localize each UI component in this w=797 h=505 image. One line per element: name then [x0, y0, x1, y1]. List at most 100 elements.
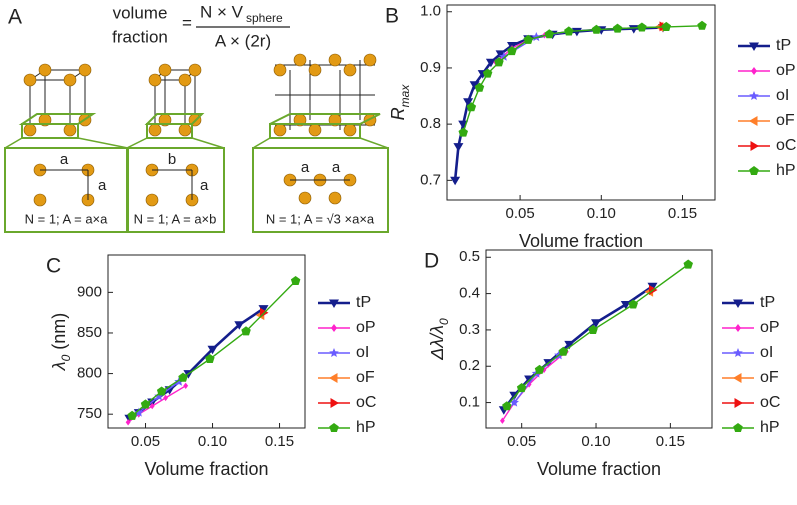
legend-marker: [733, 299, 743, 308]
legend-label: oF: [356, 369, 375, 386]
y-axis-label-part: max: [398, 84, 412, 108]
legend-label: oF: [760, 369, 779, 386]
x-axis-label: Volume fraction: [537, 459, 661, 479]
y-tick-label: 0.2: [459, 357, 480, 374]
data-point: [466, 102, 477, 112]
lattice-param: a: [98, 177, 107, 194]
cell-caption: N = 1; A = a×a: [25, 211, 109, 226]
lattice-param: a: [200, 177, 209, 194]
plot-frame: [107, 254, 306, 429]
legend-label: oP: [776, 62, 796, 79]
legend-marker: [735, 324, 741, 332]
x-axis-label: Volume fraction: [519, 231, 643, 251]
data-point: [564, 26, 574, 36]
data-point: [149, 402, 155, 410]
lattice-param: b: [168, 151, 176, 168]
data-point: [140, 399, 151, 409]
data-point: [241, 326, 251, 336]
legend-label: oC: [776, 137, 796, 154]
x-tick-label: 0.05: [507, 433, 536, 450]
legend-marker: [330, 398, 339, 408]
x-axis-label: Volume fraction: [144, 459, 268, 479]
lattice-param: a: [60, 151, 69, 168]
legend-marker: [749, 166, 759, 175]
x-tick-label: 0.10: [587, 205, 616, 222]
y-tick-label: 900: [77, 283, 102, 300]
series-line: [127, 385, 187, 423]
data-point: [450, 176, 461, 186]
legend-label: oC: [760, 394, 780, 411]
data-point: [637, 22, 647, 32]
plot-frame: [485, 249, 713, 429]
legend-label: oI: [760, 344, 773, 361]
legend-label: tP: [760, 294, 775, 311]
data-point: [683, 259, 693, 269]
formula-equals: =: [182, 13, 192, 32]
y-tick-label: 0.8: [420, 115, 441, 132]
y-tick-label: 0.9: [420, 59, 441, 76]
y-tick-label: 0.1: [459, 394, 480, 411]
formula-denominator: A × (2r): [215, 31, 271, 50]
data-point: [156, 386, 167, 396]
data-point: [544, 29, 555, 39]
series-line: [506, 263, 689, 407]
lattice-cell: b a N = 1; A = a×b: [126, 63, 225, 233]
legend-label: oP: [760, 319, 780, 336]
data-point: [571, 27, 582, 37]
data-point: [534, 364, 545, 374]
data-point: [591, 319, 601, 328]
formula-left: volume: [113, 3, 168, 22]
legend-marker: [329, 299, 339, 308]
legend-marker: [733, 348, 743, 357]
data-point: [178, 372, 188, 382]
legend-marker: [733, 373, 742, 383]
legend-label: hP: [776, 162, 796, 179]
data-point: [507, 46, 517, 56]
data-point: [509, 397, 519, 407]
y-tick-label: 0.7: [420, 171, 441, 188]
data-point: [495, 50, 506, 59]
data-point: [474, 82, 485, 92]
legend-label: oI: [356, 344, 369, 361]
y-tick-label: 1.0: [420, 3, 441, 20]
data-point: [558, 346, 569, 356]
x-tick-label: 0.15: [656, 433, 685, 450]
panel-a: A volume fraction = N × V sphere A × (2r…: [4, 2, 389, 233]
y-axis-label-part: Δλ/λ: [427, 325, 447, 361]
y-axis-label: Rmax: [388, 84, 412, 121]
data-point: [290, 276, 301, 285]
x-tick-label: 0.15: [668, 205, 697, 222]
y-tick-label: 750: [77, 405, 102, 422]
data-point: [516, 383, 527, 393]
legend-marker: [329, 348, 339, 357]
x-tick-label: 0.05: [131, 433, 160, 450]
data-point: [494, 57, 504, 67]
x-tick-label: 0.05: [505, 205, 534, 222]
formula-subscript: sphere: [246, 11, 283, 25]
data-point: [628, 299, 638, 309]
data-point: [163, 394, 168, 402]
legend-label: hP: [760, 419, 780, 436]
series-line: [453, 26, 664, 181]
data-point: [174, 376, 184, 386]
data-point: [469, 81, 480, 90]
data-point: [620, 301, 631, 310]
legend-marker: [329, 423, 339, 432]
formula-numerator: N × V: [200, 2, 244, 21]
data-point: [482, 68, 493, 78]
x-tick-label: 0.15: [265, 433, 294, 450]
data-point: [205, 354, 215, 363]
data-point: [564, 340, 575, 350]
data-point: [697, 20, 707, 30]
data-point: [523, 34, 533, 44]
y-axis-label-part: 0: [437, 318, 451, 325]
lattice-param: a: [301, 159, 310, 176]
legend-marker: [749, 42, 759, 51]
legend-marker: [733, 423, 743, 432]
legend-label: oP: [356, 319, 376, 336]
y-axis-label: Δλ/λ0: [427, 318, 451, 361]
y-tick-label: 850: [77, 324, 102, 341]
x-tick-label: 0.10: [198, 433, 227, 450]
lattice-cell: a a N = 1; A = √3 ×a×a: [252, 53, 389, 233]
legend-marker: [329, 373, 338, 383]
